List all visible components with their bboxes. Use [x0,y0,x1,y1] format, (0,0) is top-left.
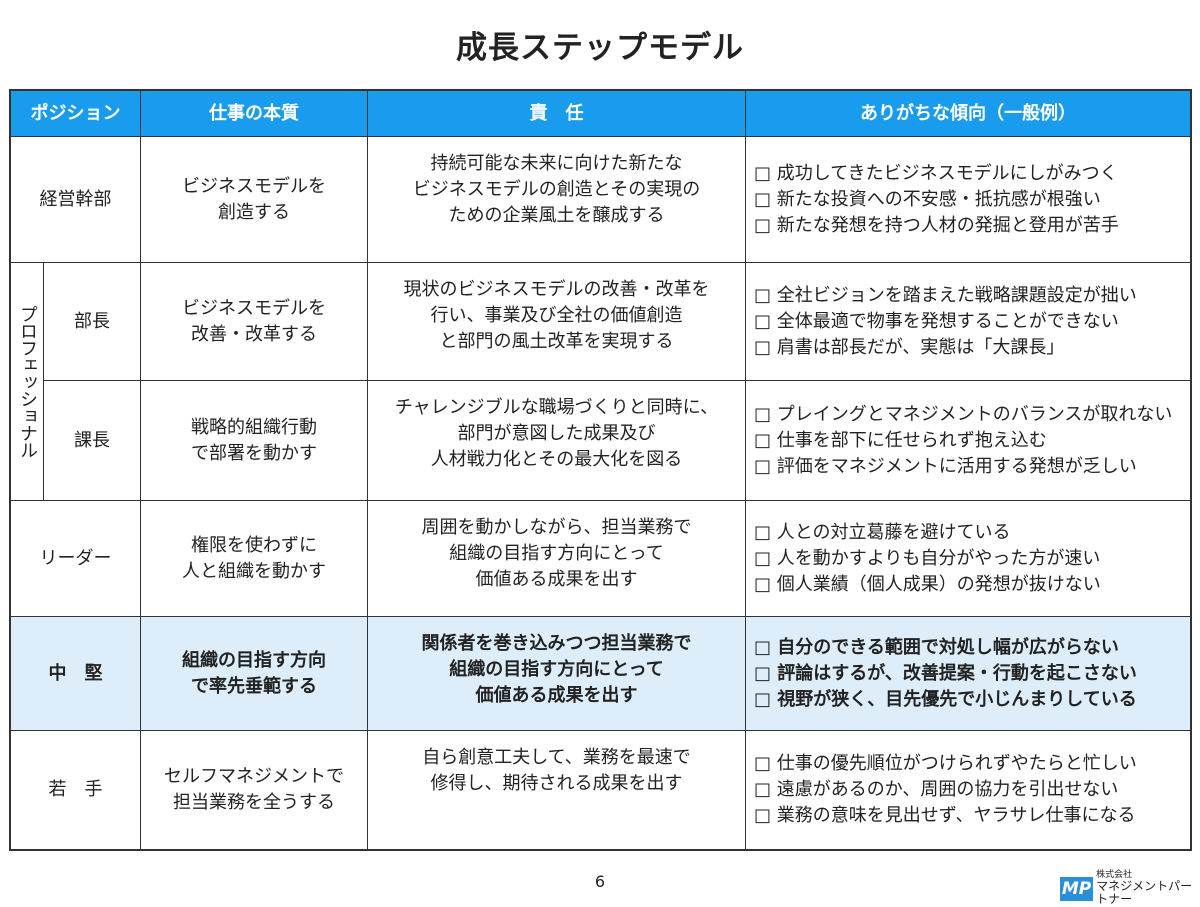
position-label: 若 手 [48,779,103,800]
text-line: 価値ある成果を出す [475,569,638,590]
position-cell: 若 手 [11,731,141,849]
responsibility-cell: 関係者を巻き込みつつ担当業務で 組織の目指す方向にとって 価値ある成果を出す [368,617,746,731]
text-line: □ 成功してきたビジネスモデルにしがみつく [754,162,1118,184]
essence-cell: ビジネスモデルを 創造する [141,137,368,263]
essence-cell: ビジネスモデルを 改善・改革する [141,263,368,381]
text-line: □ 業務の意味を見出せず、ヤラサレ仕事になる [754,805,1136,826]
text-line: 創造する [218,201,290,223]
position-label: 部長 [74,310,110,332]
text-line: □ 評論はするが、改善提案・行動を起こさない [754,662,1137,684]
text-line: □ 人との対立葛藤を避けている [754,521,1011,543]
responsibility-cell: 持続可能な未来に向けた新たな ビジネスモデルの創造とその実現の ための企業風土を醸成… [368,137,746,263]
text-line: □ 新たな発想を持つ人材の発掘と登用が苦手 [754,214,1119,236]
text-line: 持続可能な未来に向けた新たな [430,153,683,174]
text-line: 修得し、期待される成果を出す [430,773,683,794]
growth-step-table: ポジション 仕事の本質 責 任 ありがちな傾向（一般例） 経営幹部ビジネスモデル… [9,89,1192,851]
text-line: 改善・改革する [191,323,317,345]
essence-cell: 権限を使わずに 人と組織を動かす [141,501,368,617]
text-line: と部門の風土改革を実現する [439,331,674,352]
text-line: □ 肩書は部長だが、実態は「大課長」 [754,336,1065,358]
position-label: 中 堅 [48,662,103,684]
page-number: 6 [594,872,606,891]
text-line: □ 個人業績（個人成果）の発想が抜けない [754,573,1101,595]
text-line: 担当業務を全うする [173,792,335,813]
essence-cell: 組織の目指す方向 で率先垂範する [141,617,368,731]
text-line: 現状のビジネスモデルの改善・改革を [403,279,710,300]
responsibility-cell: 現状のビジネスモデルの改善・改革を 行い、事業及び全社の価値創造 と部門の風土改革を… [368,263,746,381]
text-line: で部署を動かす [191,442,317,464]
header-essence: 仕事の本質 [141,91,368,137]
text-line: 権限を使わずに [191,534,317,556]
text-line: ビジネスモデルを [182,297,326,319]
text-line: □ 全体最適で物事を発想することができない [754,310,1119,332]
text-line: □ 新たな投資への不安感・抵抗感が根強い [754,188,1101,210]
text-line: 組織の目指す方向にとって [449,543,664,564]
header-responsibility: 責 任 [368,91,746,137]
text-line: 価値ある成果を出す [475,685,638,706]
responsibility-cell: 周囲を動かしながら、担当業務で 組織の目指す方向にとって 価値ある成果を出す [368,501,746,617]
text-line: □ 人を動かすよりも自分がやった方が速い [754,547,1101,569]
text-line: 関係者を巻き込みつつ担当業務で [421,633,692,654]
text-line: 戦略的組織行動 [191,416,317,438]
text-line: 自ら創意工夫して、業務を最速で [422,747,691,768]
position-cell: リーダー [11,501,141,617]
text-line: ための企業風土を醸成する [448,205,665,226]
text-line: ビジネスモデルの創造とその実現の [412,179,701,200]
text-line: □ 視野が狭く、目先優先で小じんまりしている [754,688,1137,710]
responsibility-cell: 自ら創意工夫して、業務を最速で 修得し、期待される成果を出す [368,731,746,849]
position-cell: 中 堅 [11,617,141,731]
position-cell: 部長 [44,263,141,381]
text-line: 人材戦力化とその最大化を図る [430,449,683,470]
text-line: ビジネスモデルを [182,175,326,197]
text-line: チャレンジブルな職場づくりと同時に、 [394,397,719,418]
text-line: □ 評価をマネジメントに活用する発想が乏しい [754,455,1137,477]
position-label: 課長 [74,429,110,451]
text-line: セルフマネジメントで [164,766,344,787]
text-line: 組織の目指す方向 [182,649,326,671]
header-tendencies: ありがちな傾向（一般例） [746,91,1190,137]
logo-company-name: マネジメントパートナー [1096,879,1193,906]
tendencies-cell: □ 人との対立葛藤を避けている □ 人を動かすよりも自分がやった方が速い □ 個人業… [746,501,1190,617]
professional-group-label: プロフェッショナル [11,263,44,501]
tendencies-cell: □ 自分のできる範囲で対処し幅が広がらない □ 評論はするが、改善提案・行動を起こ… [746,617,1190,731]
text-line: 行い、事業及び全社の価値創造 [430,305,683,326]
text-line: □ 仕事の優先順位がつけられずやたらと忙しい [754,753,1137,774]
position-label: リーダー [39,547,112,569]
text-line: □ 自分のできる範囲で対処し幅が広がらない [754,636,1119,658]
logo-mark: MP [1060,876,1094,901]
text-line: 周囲を動かしながら、担当業務で [421,517,692,538]
text-line: □ 全社ビジョンを踏まえた戦略課題設定が拙い [754,284,1137,306]
text-line: □ 仕事を部下に任せられず抱え込む [754,429,1047,451]
text-line: 部門が意図した成果及び [457,423,656,444]
tendencies-cell: □ 全社ビジョンを踏まえた戦略課題設定が拙い □ 全体最適で物事を発想することがで… [746,263,1190,381]
header-position: ポジション [11,91,141,137]
company-logo: MP 株式会社 マネジメントパートナー [1060,870,1200,907]
text-line: 組織の目指す方向にとって [449,659,664,680]
text-line: □ 遠慮があるのか、周囲の協力を引出せない [754,779,1119,800]
essence-cell: 戦略的組織行動 で部署を動かす [141,381,368,501]
position-label: 経営幹部 [39,188,112,210]
position-cell: 課長 [44,381,141,501]
position-cell: 経営幹部 [11,137,141,263]
tendencies-cell: □ プレイングとマネジメントのバランスが取れない □ 仕事を部下に任せられず抱え込… [746,381,1190,501]
text-line: で率先垂範する [191,675,317,697]
logo-company-type: 株式会社 [1096,870,1133,880]
tendencies-cell: □ 成功してきたビジネスモデルにしがみつく □ 新たな投資への不安感・抵抗感が根強… [746,137,1190,263]
text-line: □ プレイングとマネジメントのバランスが取れない [754,403,1173,425]
essence-cell: セルフマネジメントで 担当業務を全うする [141,731,368,849]
page-title: 成長ステップモデル [456,30,744,66]
responsibility-cell: チャレンジブルな職場づくりと同時に、 部門が意図した成果及び人材戦力化とその最大化… [368,381,746,501]
text-line: 人と組織を動かす [182,560,326,582]
tendencies-cell: □ 仕事の優先順位がつけられずやたらと忙しい □ 遠慮があるのか、周囲の協力を引出… [746,731,1190,849]
